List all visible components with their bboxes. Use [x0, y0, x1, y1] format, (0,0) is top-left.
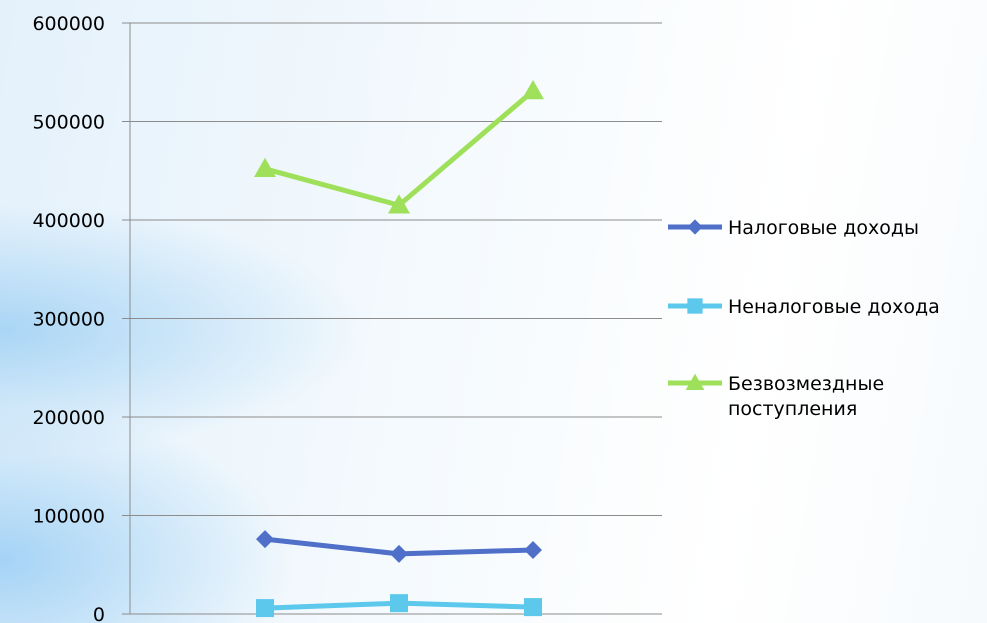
legend-label-line: Налоговые доходы: [728, 217, 919, 239]
legend-swatch-marker-0: [687, 219, 703, 235]
data-point-s1-2: [524, 598, 542, 617]
data-point-s1-0: [256, 599, 274, 618]
data-point-s0-0: [256, 530, 274, 549]
data-point-s0-1: [390, 544, 408, 563]
legend-label-0: Налоговые доходы: [728, 217, 919, 239]
y-tick-label-0: 0: [93, 604, 105, 623]
y-tick-label-200000: 200000: [32, 407, 105, 429]
y-tick-label-500000: 500000: [32, 112, 105, 134]
y-axis: 0 100000 200000 300000 400000 500000 600000: [32, 13, 131, 623]
series-lines: [254, 79, 544, 618]
y-tick-label-100000: 100000: [32, 506, 105, 528]
y-tick-label-400000: 400000: [32, 210, 105, 232]
legend-label-2: Безвозмездные поступления: [728, 373, 884, 420]
legend-label-line: Неналоговые дохода: [728, 296, 940, 318]
data-point-s1-1: [390, 594, 408, 613]
legend-label-line: поступления: [728, 398, 857, 420]
legend-label-1: Неналоговые дохода: [728, 296, 940, 318]
data-point-s2-2: [522, 79, 544, 100]
legend-label-line: Безвозмездные: [728, 373, 884, 395]
data-point-s2-0: [254, 157, 276, 178]
data-point-s2-1: [388, 194, 410, 214]
y-tick-label-600000: 600000: [32, 13, 105, 35]
series-line-2: [264, 89, 535, 208]
data-point-s0-2: [524, 540, 542, 559]
legend-swatch-marker-2: [685, 373, 705, 391]
legend: Налоговые доходы Неналоговые дохода Безвоз…: [668, 217, 940, 420]
y-tick-label-300000: 300000: [32, 309, 105, 331]
gridlines: [122, 22, 662, 615]
legend-swatch-marker-1: [687, 298, 703, 314]
